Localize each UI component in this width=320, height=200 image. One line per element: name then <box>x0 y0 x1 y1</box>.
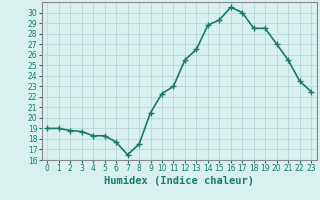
X-axis label: Humidex (Indice chaleur): Humidex (Indice chaleur) <box>104 176 254 186</box>
